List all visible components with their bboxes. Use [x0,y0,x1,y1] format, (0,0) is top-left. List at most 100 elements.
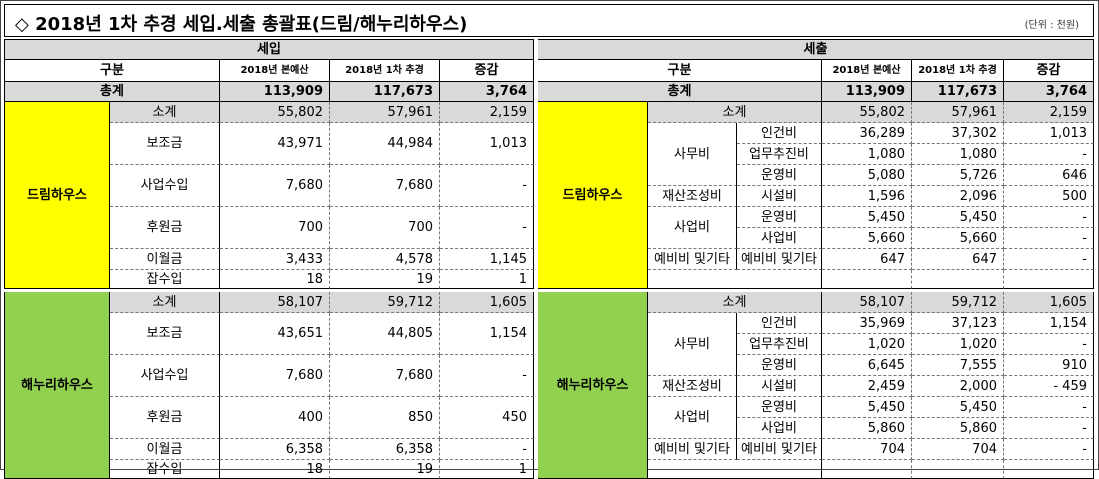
expense-col-category: 구분 [538,60,822,82]
income-row-change: - [440,165,534,207]
expense-subtotal-base: 58,107 [822,292,912,313]
expense-item-revised: 7,555 [912,355,1004,376]
expense-item-label: 운영비 [737,207,822,228]
title-bar: ◇ 2018년 1차 추경 세입.세출 총괄표(드림/해누리하우스) (단위 :… [4,4,1094,37]
expense-item-label: 업무추진비 [737,334,822,355]
expense-item-label: 사업비 [737,228,822,249]
income-row-label: 사업수입 [110,165,220,207]
income-row-change: - [440,355,534,397]
expense-item-base: 5,080 [822,165,912,186]
income-row-revised: 59,712 [330,292,440,313]
expense-category-office: 사무비 [648,313,737,376]
expense-item-revised: 2,096 [912,186,1004,207]
expense-item-change: - 459 [1004,376,1094,397]
expense-subtotal-change: 2,159 [1004,102,1094,123]
expense-item-base: 35,969 [822,313,912,334]
income-total-revised: 117,673 [330,82,440,102]
income-row-change: - [440,439,534,460]
expense-item-revised: 37,302 [912,123,1004,144]
expense-item-label: 예비비 및기타 [737,439,822,460]
expense-item-base: 1,596 [822,186,912,207]
page-title: ◇ 2018년 1차 추경 세입.세출 총괄표(드림/해누리하우스) [15,14,468,35]
expense-item-revised: 704 [912,439,1004,460]
expense-subtotal-base: 55,802 [822,102,912,123]
expense-item-label: 업무추진비 [737,144,822,165]
expense-item-label: 운영비 [737,165,822,186]
expense-item-revised: 1,080 [912,144,1004,165]
expense-total-change: 3,764 [1004,82,1094,102]
expense-item-label: 사업비 [737,418,822,439]
income-row-change: 1,013 [440,123,534,165]
expense-item-label: 운영비 [737,397,822,418]
expense-blank-row [912,270,1004,289]
expense-item-revised: 5,660 [912,228,1004,249]
expense-col-revised: 2018년 1차 추경 [912,60,1004,82]
income-col-revised: 2018년 1차 추경 [330,60,440,82]
income-row-label: 보조금 [110,123,220,165]
expense-item-label: 운영비 [737,355,822,376]
expense-item-label: 인건비 [737,313,822,334]
income-row-revised: 57,961 [330,102,440,123]
income-row-label: 이월금 [110,439,220,460]
expense-category-office: 사무비 [648,123,737,186]
unit-label: (단위 : 천원) [1024,20,1079,31]
expense-item-change: - [1004,207,1094,228]
income-row-revised: 6,358 [330,439,440,460]
income-group-name: 드림하우스 [4,102,110,289]
expense-category-project: 사업비 [648,397,737,439]
income-total-change: 3,764 [440,82,534,102]
income-row-change: 450 [440,397,534,439]
expense-item-change: - [1004,228,1094,249]
income-col-category: 구분 [4,60,220,82]
expense-item-change: 500 [1004,186,1094,207]
expense-item-label: 시설비 [737,376,822,397]
expense-item-change: 1,013 [1004,123,1094,144]
expense-item-change: 1,154 [1004,313,1094,334]
expense-item-revised: 1,020 [912,334,1004,355]
expense-item-revised: 5,726 [912,165,1004,186]
income-row-revised: 19 [330,270,440,289]
expense-item-change: - [1004,249,1094,270]
income-row-change: 2,159 [440,102,534,123]
expense-subtotal-label: 소계 [648,102,822,123]
income-row-base: 7,680 [220,165,330,207]
expense-item-label: 예비비 및기타 [737,249,822,270]
income-header: 세입 [4,39,534,60]
income-row-label: 이월금 [110,249,220,270]
income-row-base: 3,433 [220,249,330,270]
expense-category-asset: 재산조성비 [648,376,737,397]
income-total-label: 총계 [4,82,220,102]
expense-subtotal-label: 소계 [648,292,822,313]
income-row-label: 잡수입 [110,270,220,289]
expense-item-base: 1,020 [822,334,912,355]
income-row-label: 사업수입 [110,355,220,397]
expense-category-reserve: 예비비 및기타 [648,439,737,460]
income-row-base: 55,802 [220,102,330,123]
income-row-base: 400 [220,397,330,439]
expense-item-change: 910 [1004,355,1094,376]
income-row-base: 18 [220,270,330,289]
income-row-base: 7,680 [220,355,330,397]
expense-group-name: 해누리하우스 [538,292,648,479]
income-row-change: 1 [440,270,534,289]
expense-item-change: - [1004,439,1094,460]
expense-category-reserve: 예비비 및기타 [648,249,737,270]
expense-blank-row [1004,270,1094,289]
income-row-revised: 44,984 [330,123,440,165]
income-row-change: 1,154 [440,313,534,355]
expense-header: 세출 [538,39,1094,60]
income-row-revised: 700 [330,207,440,249]
income-row-revised: 44,805 [330,313,440,355]
income-row-base: 58,107 [220,292,330,313]
expense-blank-row [822,270,912,289]
expense-subtotal-change: 1,605 [1004,292,1094,313]
expense-item-change: 646 [1004,165,1094,186]
income-col-change: 증감 [440,60,534,82]
income-row-base: 43,651 [220,313,330,355]
expense-item-base: 2,459 [822,376,912,397]
expense-item-revised: 37,123 [912,313,1004,334]
expense-item-base: 6,645 [822,355,912,376]
income-row-revised: 850 [330,397,440,439]
expense-category-asset: 재산조성비 [648,186,737,207]
expense-item-base: 36,289 [822,123,912,144]
